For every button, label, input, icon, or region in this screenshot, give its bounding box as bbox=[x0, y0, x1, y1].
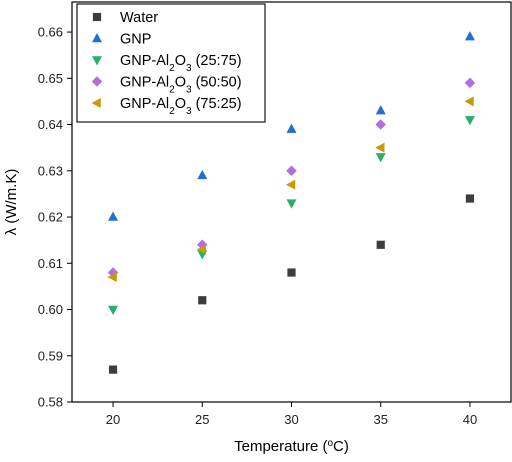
legend-marker bbox=[91, 76, 103, 87]
y-tick-label: 0.63 bbox=[38, 163, 63, 178]
data-point bbox=[464, 31, 475, 41]
y-tick-label: 0.64 bbox=[38, 117, 63, 132]
data-point bbox=[196, 244, 207, 255]
y-tick-label: 0.59 bbox=[38, 348, 63, 363]
x-axis-title: Temperature (oC) bbox=[234, 438, 349, 456]
data-point bbox=[375, 142, 385, 153]
data-point bbox=[286, 123, 297, 133]
data-point bbox=[286, 199, 297, 209]
data-point bbox=[465, 194, 475, 203]
legend-label: GNP-Al2O3 (25:75) bbox=[120, 53, 242, 74]
data-point bbox=[108, 365, 118, 374]
data-point bbox=[464, 96, 474, 107]
data-point bbox=[108, 211, 119, 221]
y-tick-label: 0.62 bbox=[38, 210, 63, 225]
y-axis-title: λ (W/m.K) bbox=[3, 169, 20, 236]
legend-label: Water bbox=[120, 10, 158, 26]
data-point bbox=[108, 305, 119, 316]
x-tick-label: 30 bbox=[284, 412, 298, 427]
y-tick-label: 0.61 bbox=[38, 256, 63, 271]
data-point bbox=[107, 272, 117, 283]
legend-marker bbox=[91, 98, 101, 108]
data-point bbox=[286, 165, 297, 177]
series-2 bbox=[108, 31, 475, 221]
y-tick-label: 0.60 bbox=[38, 302, 63, 317]
data-point bbox=[286, 179, 296, 190]
x-tick-label: 25 bbox=[195, 412, 209, 427]
y-tick-label: 0.58 bbox=[38, 395, 63, 410]
data-point bbox=[198, 296, 207, 305]
data-point bbox=[197, 169, 208, 180]
legend-box bbox=[76, 3, 266, 123]
series-1 bbox=[108, 194, 475, 374]
data-point bbox=[375, 153, 386, 163]
data-point bbox=[287, 268, 296, 277]
x-tick-label: 40 bbox=[463, 412, 477, 427]
legend-label: GNP-Al2O3 (50:50) bbox=[120, 75, 242, 96]
data-point bbox=[464, 77, 476, 89]
x-tick-label: 35 bbox=[373, 412, 387, 427]
data-point bbox=[464, 116, 475, 126]
legend-marker bbox=[92, 56, 102, 66]
data-point bbox=[376, 240, 385, 249]
data-point bbox=[375, 105, 386, 115]
legend-label: GNP-Al2O3 (75:25) bbox=[120, 96, 242, 117]
y-tick-label: 0.66 bbox=[38, 25, 63, 40]
legend: Water GNP GNP-Al2O3 (25:75)GNP-Al2O3 (50:5… bbox=[76, 3, 266, 123]
series-5 bbox=[107, 96, 474, 283]
data-point bbox=[375, 119, 386, 130]
x-tick-label: 20 bbox=[106, 412, 120, 427]
legend-marker bbox=[92, 12, 102, 22]
series-3 bbox=[108, 116, 475, 316]
y-tick-label: 0.65 bbox=[38, 71, 63, 86]
legend-label: GNP bbox=[120, 32, 151, 48]
legend-marker bbox=[92, 33, 102, 43]
